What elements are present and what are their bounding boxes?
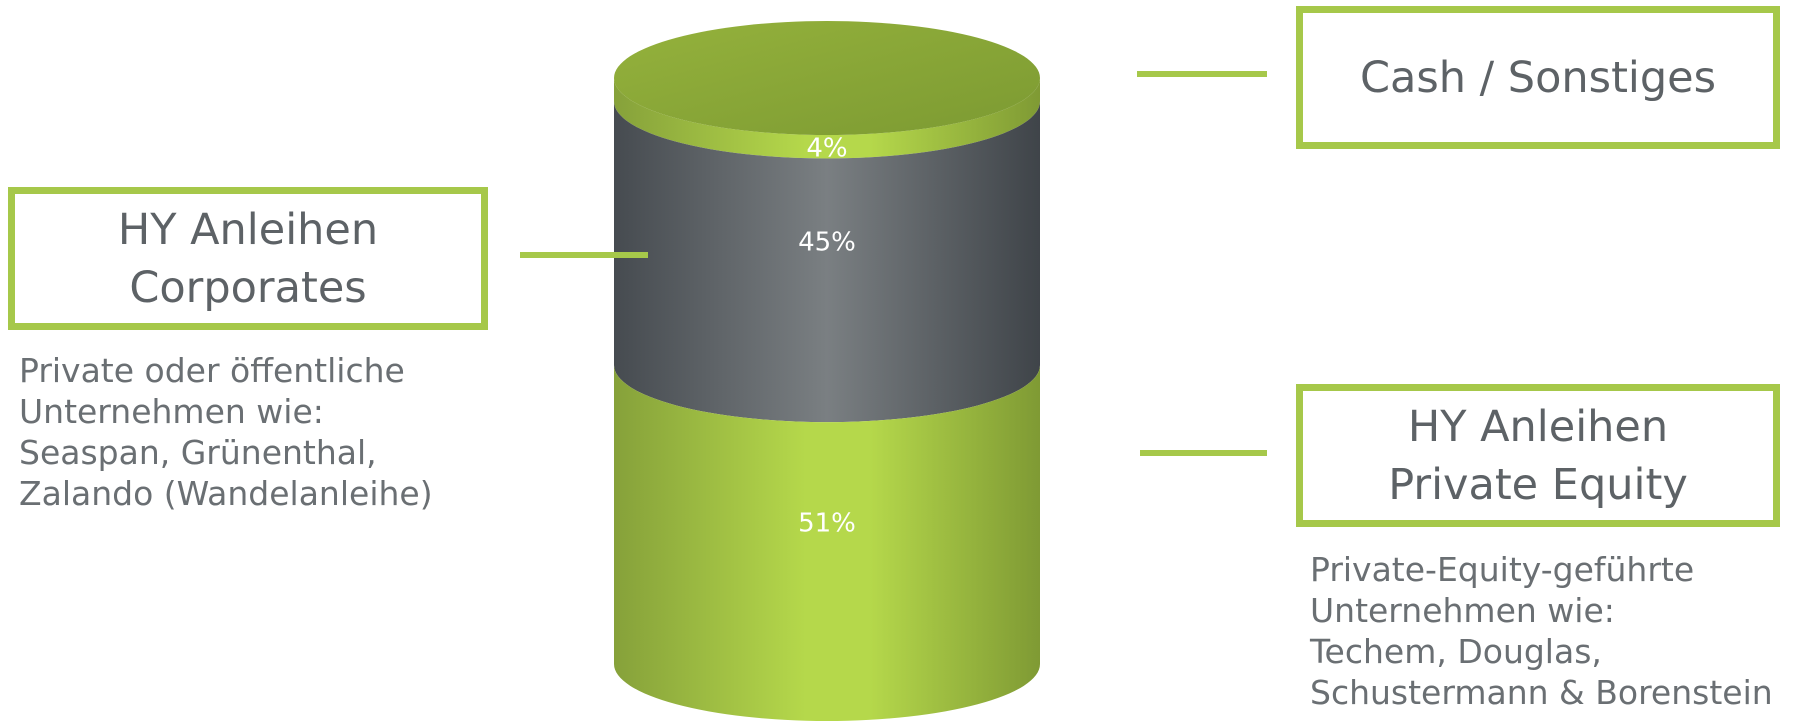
callout-corporates: HY Anleihen Corporates: [8, 187, 488, 330]
cylinder-segment-45: [614, 101, 1040, 423]
connector-line-private-equity: [1140, 450, 1267, 456]
data-label-45: 45%: [798, 227, 856, 257]
description-line: Private-Equity-geführte: [1310, 550, 1695, 589]
callout-private-equity-description: Private-Equity-geführte Unternehmen wie:…: [1310, 549, 1773, 713]
description-line: Techem, Douglas,: [1310, 632, 1602, 671]
callout-private-equity-title-line1: HY Anleihen: [1407, 401, 1669, 452]
connector-line-cash: [1137, 71, 1267, 77]
cylinder-segment-4: [614, 78, 1040, 159]
cylinder-top-cap: [614, 21, 1040, 135]
data-label-51: 51%: [798, 509, 856, 539]
connector-line-corporates: [520, 252, 648, 258]
callout-corporates-title-line2: Corporates: [129, 262, 367, 313]
callout-cash: Cash / Sonstiges: [1296, 6, 1780, 149]
callout-cash-title: Cash / Sonstiges: [1359, 52, 1717, 103]
cylinder-segment-51: [614, 365, 1040, 721]
description-line: Unternehmen wie:: [1310, 591, 1615, 630]
callout-private-equity-title-line2: Private Equity: [1388, 459, 1688, 510]
description-line: Private oder öffentliche: [19, 351, 405, 390]
callout-corporates-title-line1: HY Anleihen: [117, 204, 379, 255]
callout-private-equity: HY Anleihen Private Equity: [1296, 384, 1780, 527]
description-line: Schustermann & Borenstein: [1310, 673, 1773, 712]
description-line: Zalando (Wandelanleihe): [19, 474, 433, 513]
description-line: Unternehmen wie:: [19, 392, 324, 431]
description-line: Seaspan, Grünenthal,: [19, 433, 377, 472]
data-label-4: 4%: [806, 133, 847, 163]
callout-corporates-description: Private oder öffentliche Unternehmen wie…: [19, 350, 433, 514]
